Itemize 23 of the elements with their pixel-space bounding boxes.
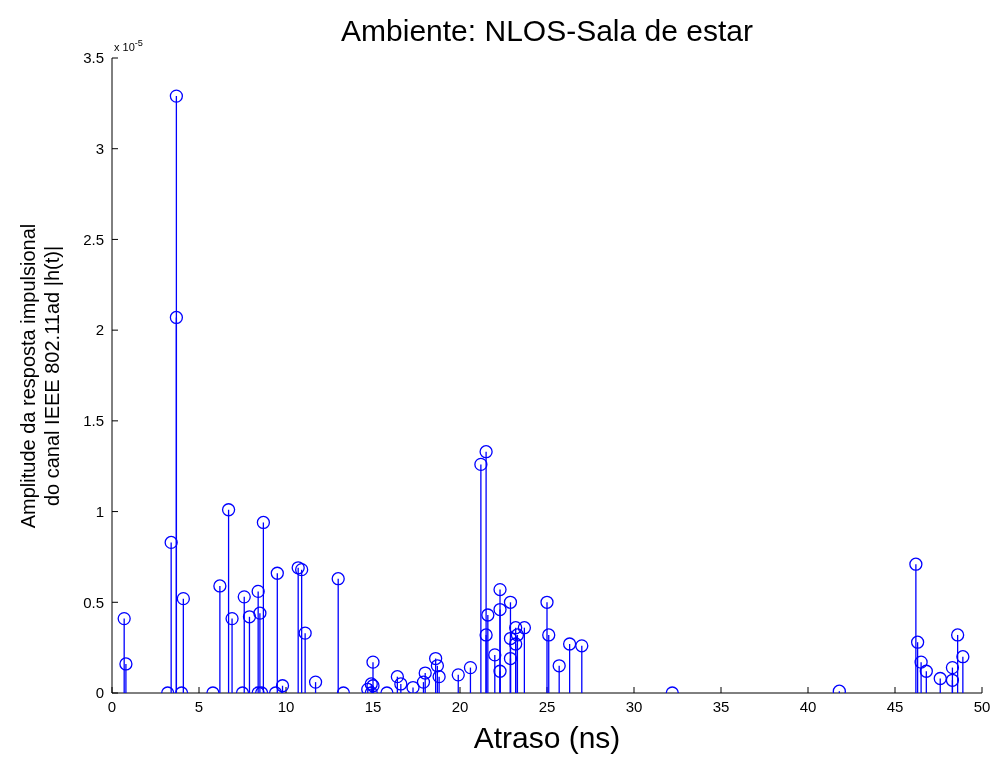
x-tick-label: 35 [712, 697, 730, 715]
text: x 10$^{-5}$ [114, 38, 143, 53]
y-axis-title: Amplitude da resposta impulsional do canal IEEE 802.11ad |h(t)| [16, 223, 64, 528]
x-tick-label: 25 [538, 697, 556, 715]
y-tick-label: 1 [95, 502, 104, 520]
x-tick-label: 45 [886, 697, 904, 715]
y-tick-label: 2.5 [83, 230, 104, 248]
x-tick-label: 0 [107, 697, 117, 715]
y-tick-label: 3.5 [83, 49, 104, 67]
x-tick-label: 30 [625, 697, 643, 715]
x-tick-label: 20 [451, 697, 469, 715]
x-tick-label: 5 [194, 697, 204, 715]
y-tick-label: 3 [95, 140, 104, 158]
x-axis-title: Atraso (ns) [472, 721, 622, 755]
x-tick-label: 15 [364, 697, 382, 715]
y-tick-label: 1.5 [83, 412, 104, 430]
chart-title: Ambiente: NLOS-Sala de estar [341, 14, 753, 47]
x-tick-label: 40 [799, 697, 817, 715]
x-tick-label: 10 [277, 697, 295, 715]
y-tick-label: 0 [95, 684, 104, 702]
x-tick-label: 50 [973, 697, 991, 715]
y-tick-label: 2 [95, 321, 104, 339]
y-tick-label: 0.5 [83, 593, 104, 611]
